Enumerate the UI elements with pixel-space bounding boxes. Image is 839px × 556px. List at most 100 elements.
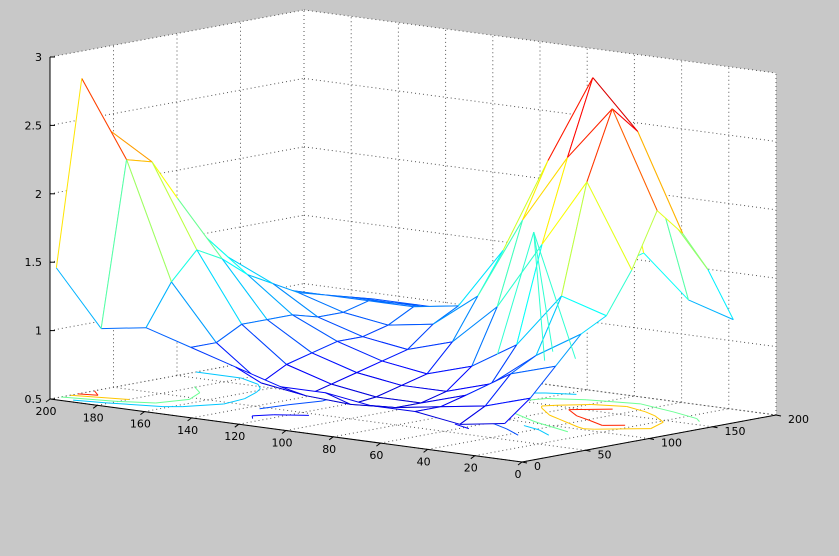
surface-edge bbox=[190, 342, 217, 348]
surface-edge bbox=[426, 341, 453, 375]
surface-face bbox=[311, 341, 383, 373]
contour-segment bbox=[538, 422, 569, 433]
surface-edge bbox=[325, 392, 351, 405]
z-tick-label: 3 bbox=[35, 51, 42, 64]
y-tick-label: 0 bbox=[534, 460, 541, 473]
contour-segment bbox=[644, 411, 655, 417]
surface-edge bbox=[561, 181, 588, 297]
surface-face bbox=[459, 398, 531, 425]
contour-segment bbox=[577, 426, 584, 430]
contour-segment bbox=[182, 403, 224, 408]
surface-face bbox=[317, 312, 389, 337]
contour-segment bbox=[546, 398, 587, 401]
surface-face bbox=[497, 157, 568, 307]
surface-edge bbox=[465, 373, 511, 396]
surface-edge bbox=[401, 373, 428, 386]
surface-face bbox=[273, 283, 344, 317]
surface-edge bbox=[266, 319, 313, 354]
contour-segment bbox=[114, 400, 156, 404]
surface-edge bbox=[407, 323, 434, 350]
y-tick-mark bbox=[775, 414, 782, 417]
surface-edge bbox=[81, 78, 128, 160]
surface-edge bbox=[323, 294, 369, 302]
surface-spike-edge bbox=[496, 231, 535, 355]
surface-mesh bbox=[55, 77, 734, 425]
surface-face bbox=[536, 296, 607, 356]
surface-edge bbox=[190, 346, 236, 368]
contour-segment bbox=[273, 414, 309, 416]
surface-spike-edge bbox=[533, 232, 546, 361]
surface-face bbox=[222, 258, 293, 320]
contour-segment bbox=[532, 420, 539, 424]
surface-edge bbox=[171, 281, 217, 343]
surface-edge bbox=[522, 160, 549, 221]
contour-segment bbox=[556, 404, 592, 406]
x-tick-label: 200 bbox=[36, 405, 57, 418]
surface-face bbox=[280, 386, 351, 405]
contour-segment bbox=[223, 398, 245, 405]
surface-edge bbox=[586, 181, 633, 271]
x-tick-mark bbox=[281, 430, 287, 434]
surface-edge bbox=[55, 267, 102, 329]
surface-edge bbox=[381, 349, 408, 362]
surface-edge bbox=[446, 383, 492, 392]
contour-segment bbox=[549, 414, 560, 420]
grid-line-z-right-wall bbox=[303, 77, 777, 142]
surface-face bbox=[337, 336, 408, 362]
surface-edge bbox=[555, 333, 582, 367]
z-tick-label: 1.5 bbox=[25, 256, 43, 269]
surface-face bbox=[286, 352, 357, 385]
surface-edge bbox=[145, 281, 172, 328]
contour-segment bbox=[240, 377, 259, 385]
surface-face bbox=[612, 108, 683, 234]
surface-face bbox=[247, 274, 318, 317]
surface-face bbox=[471, 244, 543, 367]
surface-edge bbox=[221, 258, 248, 276]
surface-edge bbox=[631, 210, 658, 271]
surface-edge bbox=[451, 295, 479, 343]
surface-edge bbox=[298, 292, 324, 296]
surface-edge bbox=[151, 161, 198, 251]
contour-segment bbox=[586, 399, 641, 405]
contour-segment bbox=[77, 393, 99, 396]
surface-edge bbox=[106, 128, 153, 163]
surface-edge bbox=[547, 77, 594, 161]
floor-contours bbox=[61, 371, 700, 436]
surface-edge bbox=[376, 396, 422, 404]
surface-edge bbox=[292, 314, 338, 342]
surface-edge bbox=[272, 283, 319, 318]
surface-edge bbox=[151, 161, 178, 199]
surface-face bbox=[586, 108, 658, 271]
contour-segment bbox=[506, 428, 519, 436]
surface-face bbox=[663, 208, 734, 320]
surface-edge bbox=[401, 384, 447, 392]
surface-edge bbox=[247, 274, 293, 316]
contour-segment bbox=[454, 423, 470, 430]
surface-face bbox=[126, 159, 197, 282]
z-tick-label: 2 bbox=[35, 188, 42, 201]
surface-edge bbox=[471, 344, 517, 367]
surface-face bbox=[561, 182, 632, 316]
surface-face bbox=[241, 319, 312, 365]
contour-segment bbox=[94, 390, 99, 396]
surface-edge bbox=[440, 394, 467, 408]
surface-edge bbox=[414, 406, 441, 412]
surface-edge bbox=[490, 344, 518, 384]
surface-edge bbox=[459, 422, 505, 425]
surface-edge bbox=[656, 210, 683, 234]
contour-segment bbox=[568, 409, 578, 417]
contour-segment bbox=[541, 404, 557, 407]
contour-segment bbox=[654, 415, 664, 423]
contour-segment bbox=[673, 411, 697, 420]
x-tick-mark bbox=[45, 398, 51, 403]
surface-edge bbox=[611, 108, 658, 211]
surface-edge bbox=[176, 197, 223, 260]
surface-edge bbox=[356, 372, 402, 386]
contour-segment bbox=[70, 394, 126, 400]
surface-edge bbox=[171, 249, 198, 283]
contour-segment bbox=[256, 388, 261, 393]
axes-lines bbox=[45, 56, 782, 466]
surface-edge bbox=[707, 269, 734, 320]
surface-edge bbox=[407, 341, 453, 351]
surface-edge bbox=[331, 383, 377, 398]
